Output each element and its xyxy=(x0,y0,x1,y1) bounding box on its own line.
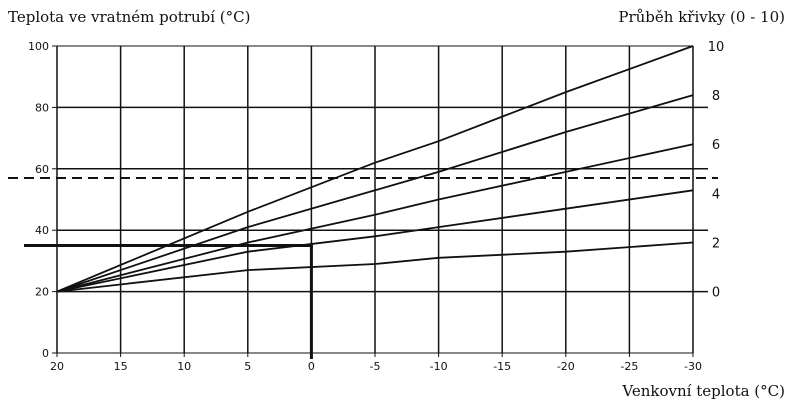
series-line-4 xyxy=(56,241,694,293)
x-tick-label-2: 10 xyxy=(177,360,191,373)
series-line-1 xyxy=(56,94,694,293)
x-tick-label-4: 0 xyxy=(308,360,315,373)
right-axis-labels: 10 8 6 4 2 0 xyxy=(708,40,725,301)
y-tick-label-1: 20 xyxy=(35,286,49,299)
y-tick-label-4: 80 xyxy=(35,101,49,114)
x-tick-label-7: -15 xyxy=(493,360,511,373)
x-tick-label-6: -10 xyxy=(430,360,448,373)
series-layer xyxy=(56,45,694,293)
y-axis-label: Teplota ve vratném potrubí (°C) xyxy=(8,8,251,26)
curve-label-2: 6 xyxy=(712,138,720,153)
y-tick-label-2: 40 xyxy=(35,224,49,237)
series-line-3 xyxy=(56,189,694,293)
y-tick-label-5: 100 xyxy=(28,40,49,53)
curve-label-3: 4 xyxy=(712,187,720,202)
y-tick-label-0: 0 xyxy=(42,347,49,360)
x-axis-label: Venkovní teplota (°C) xyxy=(621,382,785,400)
curve-label-0: 10 xyxy=(708,40,725,55)
y-tick-label-3: 60 xyxy=(35,163,49,176)
series-line-0 xyxy=(56,45,694,293)
series-line-2 xyxy=(56,143,694,293)
x-tick-label-0: 20 xyxy=(50,360,64,373)
curve-label-4: 2 xyxy=(712,236,720,251)
right-axis-label: Průběh křivky (0 - 10) xyxy=(618,8,785,26)
curve-label-5: 0 xyxy=(712,286,720,301)
x-tick-label-1: 15 xyxy=(114,360,128,373)
x-tick-label-9: -25 xyxy=(620,360,638,373)
x-tick-label-5: -5 xyxy=(370,360,381,373)
x-tick-label-3: 5 xyxy=(244,360,251,373)
curve-label-1: 8 xyxy=(712,89,720,104)
x-tick-label-8: -20 xyxy=(557,360,575,373)
x-tick-label-10: -30 xyxy=(684,360,702,373)
